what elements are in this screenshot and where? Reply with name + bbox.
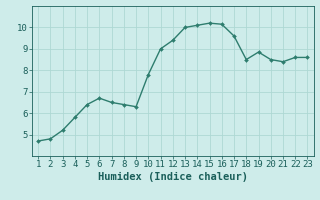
X-axis label: Humidex (Indice chaleur): Humidex (Indice chaleur) — [98, 172, 248, 182]
